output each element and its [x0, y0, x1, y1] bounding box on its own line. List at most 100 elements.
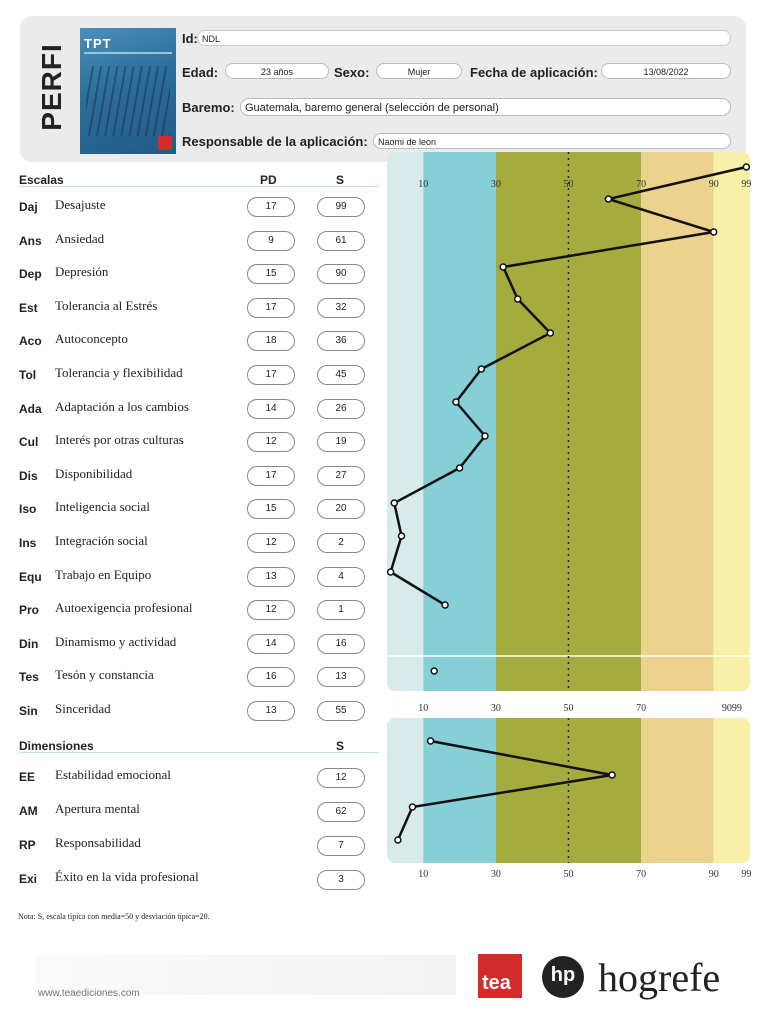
chart1-band-4 — [713, 152, 750, 691]
id-field[interactable]: NDL — [197, 30, 731, 46]
scale-pd-value: 12 — [247, 533, 295, 553]
chart2-tick-label: 70 — [636, 869, 646, 880]
scale-name: Interés por otras culturas — [55, 432, 184, 448]
chart2-tick-label: 10 — [418, 869, 428, 880]
scale-s-value: 4 — [317, 566, 365, 587]
chart1-scales-point — [455, 464, 464, 472]
chart1-scales-line — [389, 165, 747, 607]
scale-abbr: Equ — [19, 569, 42, 584]
dimension-name: Éxito en la vida profesional — [55, 869, 199, 884]
scale-name: Tolerancia y flexibilidad — [55, 365, 183, 380]
chart1-scales-point — [390, 499, 399, 507]
scale-s-value: 55 — [317, 701, 365, 721]
scale-s-value: 19 — [317, 432, 365, 453]
scale-name: Disponibilidad — [55, 465, 133, 481]
chart1-bottom-tick-label: 50 — [564, 703, 574, 714]
scale-pd-value: 15 — [247, 264, 295, 285]
scale-s-value: 99 — [317, 197, 365, 217]
dimensiones-divider — [19, 752, 379, 753]
edad-label: Edad: — [182, 65, 219, 80]
sexo-label: Sexo: — [334, 65, 370, 80]
fecha-field[interactable]: 13/08/2022 — [601, 63, 731, 79]
responsable-field[interactable]: Naomi de leon — [373, 133, 731, 149]
scale-abbr: Est — [19, 300, 38, 315]
chart2-dimensions-point — [408, 803, 417, 811]
scale-abbr: Din — [19, 636, 39, 651]
scale-pd-value: 17 — [247, 365, 295, 385]
chart1-tick-label: 70 — [636, 179, 646, 190]
scale-abbr: Ins — [19, 536, 37, 550]
scale-name: Adaptación a los cambios — [55, 398, 189, 414]
dimensiones-header: Dimensiones — [19, 739, 94, 753]
chart1-scales-point — [386, 568, 395, 576]
scale-name: Desajuste — [55, 197, 106, 212]
dim-s-header: S — [336, 739, 345, 753]
cover-publisher-logo — [158, 136, 172, 150]
scale-pd-value: 14 — [247, 633, 295, 654]
tea-logo: tea — [478, 954, 522, 998]
scale-s-value: 20 — [317, 499, 365, 520]
scale-abbr: Sin — [19, 704, 38, 718]
scale-abbr: Aco — [19, 334, 42, 349]
scale-pd-value: 12 — [247, 600, 295, 621]
scale-abbr: Daj — [19, 200, 38, 214]
scale-s-value: 13 — [317, 667, 365, 688]
scale-abbr: Iso — [19, 502, 37, 517]
cover-figures — [86, 66, 170, 136]
scale-name: Autoconcepto — [55, 331, 128, 347]
chart1-scales-point — [546, 329, 555, 337]
hogrefe-mark-logo: hp — [542, 956, 584, 998]
test-cover-image: TPT — [80, 28, 176, 154]
baremo-label: Baremo: — [182, 100, 235, 115]
s-header: S — [336, 173, 345, 187]
scale-pd-value: 18 — [247, 331, 295, 352]
baremo-field[interactable]: Guatemala, baremo general (selección de … — [240, 98, 731, 116]
scale-s-value: 61 — [317, 230, 365, 251]
scale-name: Inteligencia social — [55, 499, 150, 515]
dimension-s-value: 3 — [317, 870, 365, 890]
chart2-tick-label: 99 — [741, 869, 751, 880]
scale-pd-value: 14 — [247, 398, 295, 419]
hogrefe-logo: hogrefe — [598, 955, 721, 1000]
edad-field[interactable]: 23 años — [225, 63, 329, 79]
tea-logo-text: tea — [482, 972, 511, 994]
scale-name: Integración social — [55, 533, 148, 548]
chart2-band-3 — [641, 718, 714, 863]
footnote: Nota: S, escala típica con media=50 y de… — [18, 912, 210, 921]
scale-s-value: 27 — [317, 465, 365, 486]
chart1-scales-point — [441, 601, 449, 609]
chart1-tick-label: 10 — [418, 179, 428, 190]
scale-name: Depresión — [55, 264, 109, 280]
chart2-band-2 — [495, 718, 642, 863]
scale-name: Sinceridad — [55, 701, 111, 716]
chart1-band-0 — [387, 152, 424, 691]
chart2-band-1 — [423, 718, 496, 863]
scale-name: Tolerancia al Estrés — [55, 297, 158, 313]
scale-s-value: 2 — [317, 533, 365, 553]
website-link[interactable]: www.teaediciones.com — [38, 988, 140, 999]
scale-pd-value: 16 — [247, 667, 295, 688]
footer-band — [36, 955, 456, 995]
scale-s-value: 16 — [317, 633, 365, 654]
scale-pd-value: 17 — [247, 197, 295, 217]
chart1-band-3 — [641, 152, 714, 691]
chart1-scales-point — [452, 398, 460, 406]
chart1-bands — [387, 152, 750, 691]
scale-pd-value: 17 — [247, 465, 295, 486]
scale-abbr: Tol — [19, 368, 37, 382]
scale-pd-value: 15 — [247, 499, 295, 520]
scale-abbr: Dis — [19, 468, 38, 483]
hogrefe-mark-text: hp — [550, 964, 576, 986]
chart1-tick-label: 50 — [564, 179, 574, 190]
chart2-dimensions-point — [608, 771, 616, 779]
scale-name: Dinamismo y actividad — [55, 633, 177, 649]
scale-s-value: 26 — [317, 398, 365, 419]
chart1-bottom-tick-label: 9099 — [722, 703, 742, 714]
scale-abbr: Ada — [19, 401, 42, 416]
chart1-scales-point — [742, 163, 751, 171]
sexo-field[interactable]: Mujer — [376, 63, 462, 79]
chart1-tick-label: 99 — [741, 179, 751, 190]
chart1-tick-label: 90 — [709, 179, 719, 190]
escalas-header: Escalas — [19, 173, 64, 187]
escalas-divider — [19, 186, 379, 187]
